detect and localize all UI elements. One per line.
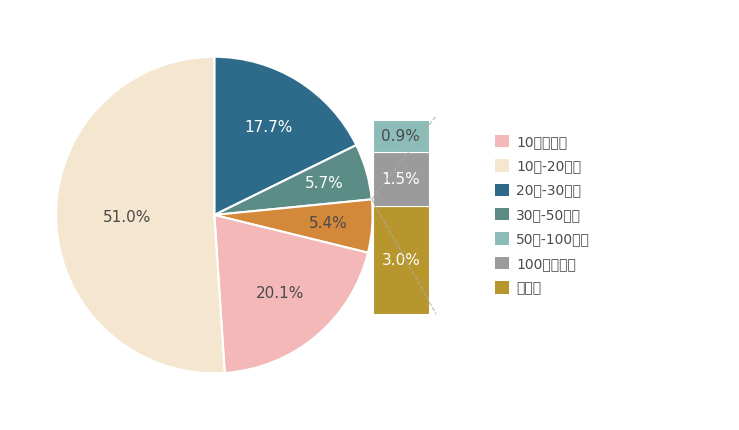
Text: 1.5%: 1.5%: [381, 172, 420, 187]
Legend: 10万元以下, 10万-20万元, 20万-30万元, 30万-50万元, 50万-100万元, 100万元以上, 没想好: 10万元以下, 10万-20万元, 20万-30万元, 30万-50万元, 50…: [491, 131, 594, 299]
Text: 51.0%: 51.0%: [103, 210, 151, 225]
Wedge shape: [214, 215, 368, 373]
Text: 0.9%: 0.9%: [381, 129, 420, 144]
Text: 17.7%: 17.7%: [245, 120, 293, 135]
Bar: [373, 152, 429, 206]
Text: 20.1%: 20.1%: [256, 286, 304, 301]
Wedge shape: [56, 57, 225, 373]
Bar: [373, 120, 429, 152]
Wedge shape: [214, 57, 356, 215]
Text: 5.7%: 5.7%: [304, 176, 343, 191]
Wedge shape: [214, 145, 372, 215]
Wedge shape: [214, 200, 372, 253]
Text: 3.0%: 3.0%: [381, 252, 420, 267]
Text: 5.4%: 5.4%: [309, 215, 347, 230]
Bar: [373, 206, 429, 314]
